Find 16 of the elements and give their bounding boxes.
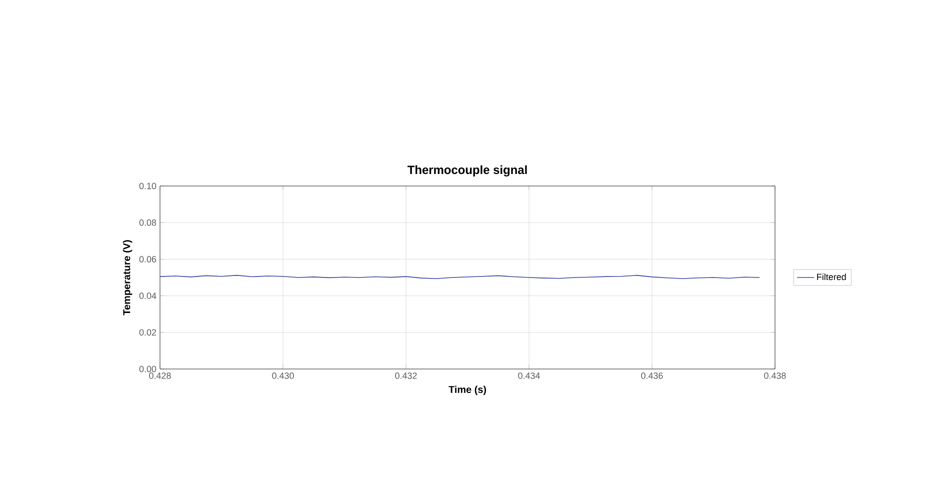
- x-tick-label: 0.436: [641, 372, 663, 379]
- x-tick-label: 0.430: [272, 372, 294, 379]
- y-tick-label: 0.06: [139, 256, 156, 262]
- x-tick-label: 0.434: [518, 372, 540, 379]
- y-tick-label: 0.08: [139, 219, 156, 226]
- y-axis-title: Temperature (V): [122, 240, 132, 316]
- y-tick-label: 0.02: [139, 329, 156, 336]
- x-tick-label: 0.428: [149, 372, 171, 379]
- legend-label: Filtered: [817, 274, 846, 280]
- y-tick-label: 0.10: [139, 182, 156, 190]
- y-tick-label: 0.00: [139, 366, 156, 372]
- x-tick-label: 0.432: [395, 372, 417, 379]
- chart-title: Thermocouple signal: [408, 165, 527, 176]
- x-axis-title: Time (s): [448, 386, 486, 395]
- y-tick-label: 0.04: [139, 292, 156, 299]
- x-tick-label: 0.438: [764, 372, 786, 379]
